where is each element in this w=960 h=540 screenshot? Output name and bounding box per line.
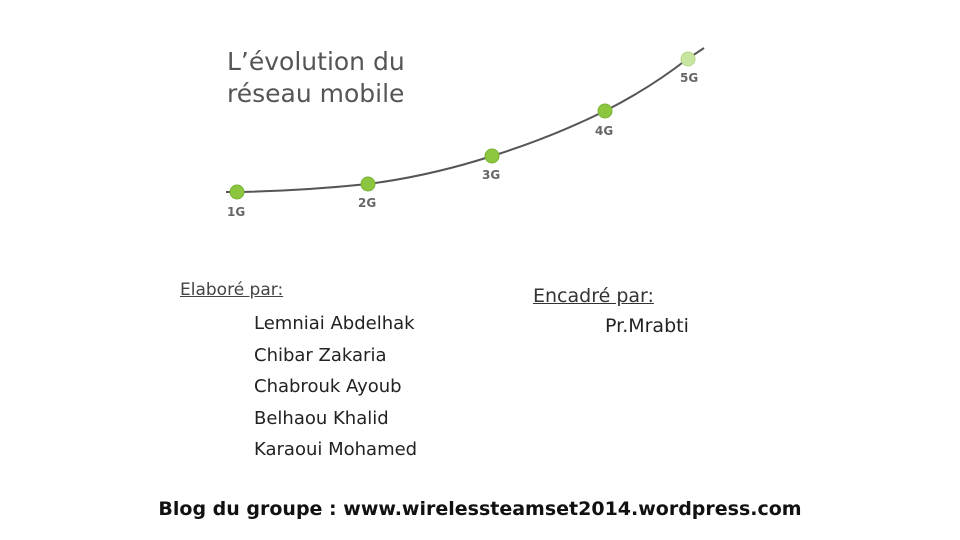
member-name: Chabrouk Ayoub: [254, 376, 402, 397]
node-4g: [597, 103, 613, 119]
evolution-curve: [226, 47, 705, 193]
member-name: Chibar Zakaria: [254, 344, 387, 366]
node-1g: [229, 184, 245, 200]
label-2g: 2G: [358, 196, 376, 210]
member-name: Lemniai Abdelhak: [254, 313, 415, 334]
supervised-by-section: Encadré par: Pr.Mrabti: [533, 285, 689, 337]
figure-title: L’évolution du réseau mobile: [227, 46, 405, 110]
figure-title-line2: réseau mobile: [227, 79, 405, 108]
evolution-curve-graphic: 1G 2G 3G 4G 5G: [226, 47, 705, 219]
supervisor-name: Pr.Mrabti: [605, 315, 689, 337]
figure-title-line1: L’évolution du: [227, 47, 405, 76]
node-2g: [360, 176, 376, 192]
member-name: Belhaou Khalid: [254, 407, 389, 429]
node-5g: [680, 51, 696, 67]
label-1g: 1G: [227, 205, 245, 219]
prepared-by-section: Elaboré par: Lemniai Abdelhak Chibar Zak…: [180, 280, 417, 460]
supervised-by-heading: Encadré par:: [533, 285, 654, 307]
member-name: Karaoui Mohamed: [254, 439, 418, 460]
node-3g: [484, 148, 500, 164]
network-evolution-figure: L’évolution du réseau mobile 1G 2G 3G 4G…: [0, 0, 960, 240]
blog-footer: Blog du groupe : www.wirelessteamset2014…: [158, 498, 802, 520]
label-3g: 3G: [482, 168, 500, 182]
label-4g: 4G: [595, 124, 613, 138]
label-5g: 5G: [680, 71, 698, 85]
members-list: Lemniai Abdelhak Chibar Zakaria Chabrouk…: [254, 308, 417, 466]
prepared-by-heading: Elaboré par:: [180, 280, 284, 300]
